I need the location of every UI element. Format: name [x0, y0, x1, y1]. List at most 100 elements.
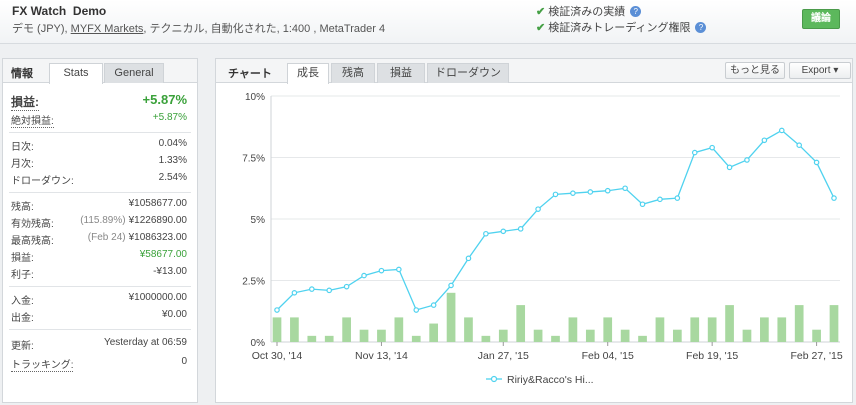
verified-trading-privileges: ✔ 検証済みトレーディング権限?	[536, 19, 707, 35]
stat-interest: 利子: -¥13.00	[3, 264, 197, 281]
stat-withdrawals-value: ¥0.00	[161, 309, 187, 320]
verified-track-record: ✔ 検証済みの実績?	[536, 3, 642, 19]
bar	[568, 317, 578, 342]
growth-point	[378, 267, 385, 274]
stat-equity: 有効残高: (115.89%) ¥1226890.00	[3, 213, 197, 230]
bar	[516, 305, 526, 342]
info-title: 情報	[11, 68, 33, 80]
growth-point	[291, 290, 298, 296]
growth-point	[831, 195, 837, 201]
stat-withdrawals: 出金: ¥0.00	[3, 307, 197, 324]
stat-tracking-value: 0	[181, 356, 187, 367]
legend-marker	[490, 375, 498, 383]
stat-highest-value: ¥1086323.00	[128, 232, 187, 243]
bar	[603, 317, 613, 342]
growth-point	[796, 142, 802, 149]
stats-list: 損益: +5.87% 絶対損益: +5.87% 日次: 0.04% 月次: 1.…	[3, 84, 197, 372]
bar	[829, 305, 839, 342]
bar	[324, 335, 334, 342]
stat-interest-value: -¥13.00	[153, 266, 187, 277]
tab-drawdown[interactable]: ドローダウン	[427, 63, 509, 83]
growth-point	[430, 302, 437, 308]
bar	[446, 292, 456, 342]
export-label: Export	[801, 65, 831, 76]
more-button[interactable]: もっと見る	[725, 62, 785, 79]
stat-balance-value: ¥1058677.00	[128, 198, 187, 209]
growth-point	[343, 283, 350, 290]
bar	[672, 329, 682, 342]
growth-point	[587, 189, 594, 195]
bar	[742, 329, 752, 342]
y-tick-label: 10%	[245, 92, 265, 103]
tab-general[interactable]: General	[104, 63, 164, 83]
growth-point	[691, 149, 698, 156]
stat-updated-label: 更新:	[11, 341, 34, 352]
tab-growth[interactable]: 成長	[287, 63, 329, 84]
check-icon: ✔	[536, 6, 546, 18]
stat-equity-percent: (115.89%)	[80, 215, 126, 226]
x-tick-label: Feb 27, '15	[790, 350, 842, 362]
stat-equity-label: 有効残高:	[11, 219, 54, 230]
growth-point	[622, 185, 628, 192]
stat-highest: 最高残高: (Feb 24) ¥1086323.00	[3, 230, 197, 247]
bar	[481, 335, 491, 342]
tab-stats[interactable]: Stats	[49, 63, 103, 84]
growth-point	[535, 206, 541, 212]
growth-chart[interactable]: 0% 2.5% 5% 7.5% 10% Oct 30, '14 Nov 13, '14 Jan…	[216, 84, 852, 402]
y-tick-label: 2.5%	[242, 277, 265, 288]
stat-profit-value: ¥58677.00	[139, 249, 187, 260]
stat-drawdown-label: ドローダウン:	[11, 176, 74, 187]
bar	[690, 317, 700, 342]
growth-point	[674, 195, 681, 201]
tab-balance[interactable]: 残高	[331, 63, 375, 83]
bar	[359, 329, 369, 342]
bar	[655, 317, 665, 342]
bar	[377, 329, 386, 342]
stat-monthly: 月次: 1.33%	[3, 153, 197, 170]
discuss-button[interactable]: 議論	[802, 9, 840, 29]
stat-abs-gain-label: 絶対損益:	[11, 112, 54, 128]
growth-point	[761, 137, 768, 144]
growth-point	[744, 157, 750, 163]
account-description: デモ (JPY), MYFX Markets, テクニカル, 自動化された, 1…	[12, 20, 385, 36]
bar	[620, 329, 630, 342]
stat-abs-gain-value: +5.87%	[152, 112, 187, 123]
growth-point	[517, 226, 524, 232]
chart-tabs: チャート 成長 残高 損益 ドローダウン もっと見る Export ▾	[216, 59, 852, 84]
x-tick-label: Jan 27, '15	[478, 350, 529, 362]
help-icon[interactable]: ?	[630, 6, 642, 17]
verified-track-record-label: 検証済みの実績	[548, 6, 626, 18]
info-tabs: 情報 Stats General	[3, 59, 197, 84]
bar	[429, 323, 439, 342]
bar	[794, 305, 804, 342]
tab-profit[interactable]: 損益	[377, 63, 425, 83]
bar	[498, 329, 508, 342]
bar	[394, 317, 404, 342]
stat-tracking: トラッキング: 0	[3, 352, 197, 372]
stat-deposits-label: 入金:	[11, 296, 34, 307]
growth-point	[500, 228, 507, 235]
stat-withdrawals-label: 出金:	[11, 313, 34, 324]
help-icon[interactable]: ?	[695, 22, 707, 33]
growth-point	[274, 307, 280, 313]
bar	[638, 335, 647, 342]
export-dropdown[interactable]: Export ▾	[789, 62, 851, 79]
growth-point	[570, 190, 576, 196]
growth-point	[552, 191, 559, 198]
growth-point	[604, 187, 611, 194]
stat-tracking-label[interactable]: トラッキング:	[11, 356, 74, 372]
stat-balance: 残高: ¥1058677.00	[3, 196, 197, 213]
x-tick-label: Feb 19, '15	[686, 350, 738, 362]
stat-drawdown: ドローダウン: 2.54%	[3, 170, 197, 187]
info-panel: 情報 Stats General 損益: +5.87% 絶対損益: +5.87%…	[2, 58, 198, 403]
stat-monthly-value: 1.33%	[158, 155, 187, 166]
stat-equity-value: ¥1226890.00	[128, 215, 187, 226]
growth-point	[709, 144, 715, 151]
stat-updated: 更新: Yesterday at 06:59	[3, 333, 197, 352]
growth-point	[309, 286, 315, 292]
check-icon: ✔	[536, 22, 546, 34]
broker-link[interactable]: MYFX Markets	[70, 23, 144, 35]
growth-point	[813, 159, 820, 166]
x-tick-label: Oct 30, '14	[252, 350, 303, 362]
stat-interest-label: 利子:	[11, 270, 34, 281]
